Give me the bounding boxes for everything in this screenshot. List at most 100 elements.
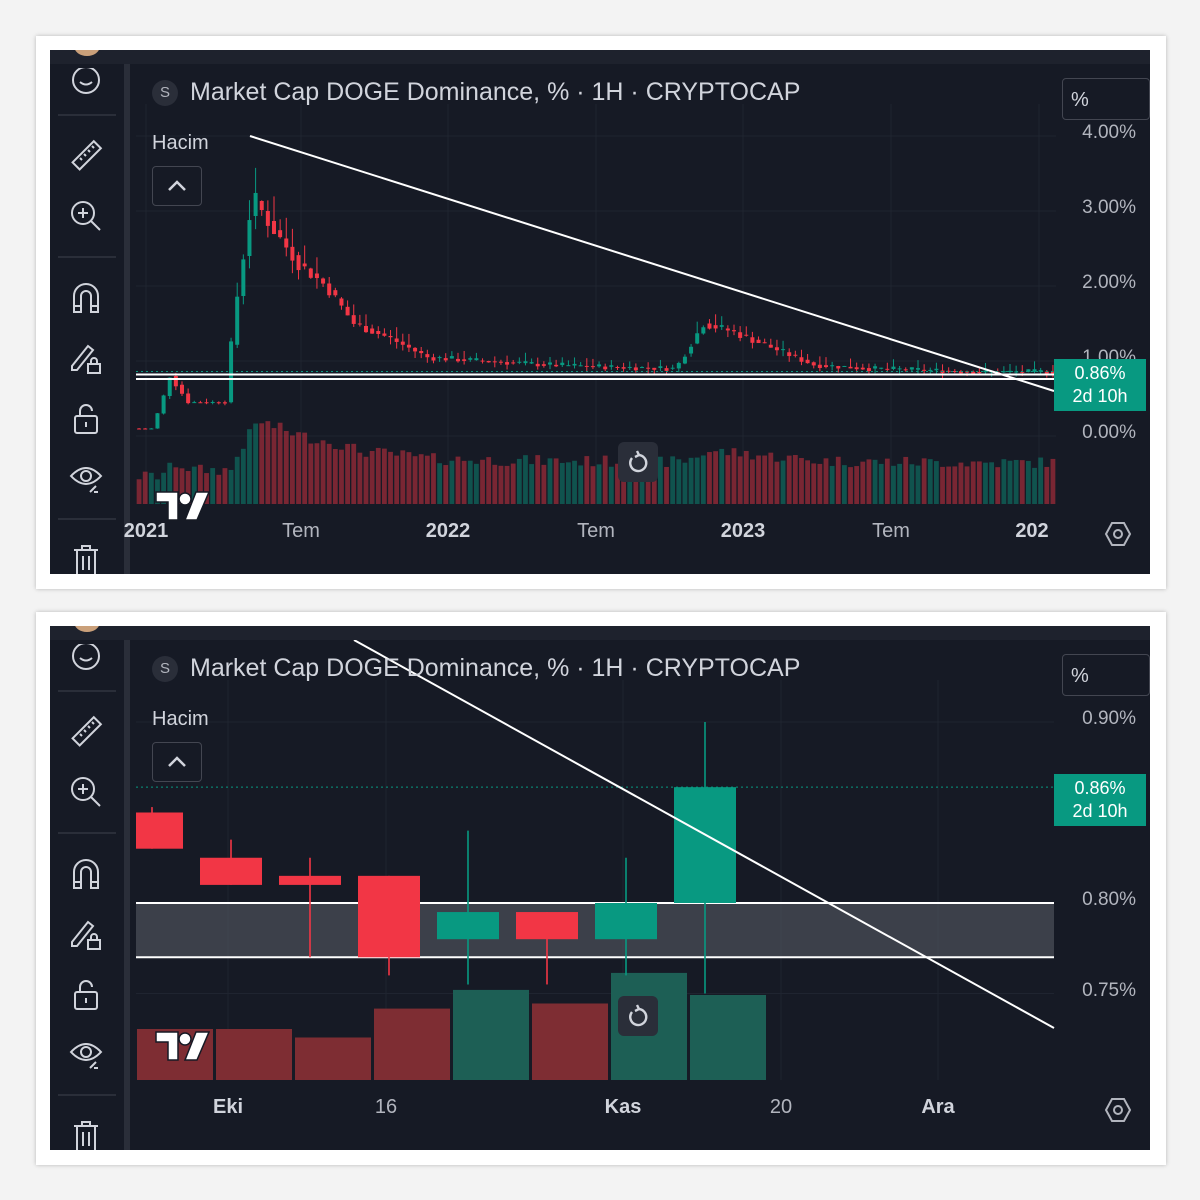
volume-bar [566,462,571,504]
trash-icon[interactable] [64,538,108,574]
reset-icon [629,1004,648,1027]
candle-body [259,201,264,211]
volume-bar [320,440,326,504]
volume-bar [308,443,314,504]
volume-bar [1032,467,1037,504]
magnet-icon[interactable] [64,276,108,320]
volume-bar [406,452,412,504]
volume-bar [602,455,608,504]
chart-plot-2[interactable] [136,640,1150,1150]
eye-icon[interactable] [64,456,108,500]
candle-body [848,366,853,369]
candle-body [437,912,499,940]
candle-body [952,371,957,372]
candle-body [529,362,534,364]
volume-bar [418,454,424,504]
volume-bar [265,421,271,504]
unlock-icon[interactable] [64,972,108,1016]
volume-bar [277,422,283,504]
volume-bar [492,464,498,504]
candle-body [486,361,491,363]
candle-body [603,366,608,370]
candle-body [290,246,295,261]
eye-icon[interactable] [64,1032,108,1076]
candle-body [339,298,344,306]
candle-body [554,364,559,367]
drawing-toolbar [50,64,130,574]
candle-body [400,341,405,345]
volume-bar [976,461,982,504]
volume-bar [216,1029,292,1080]
volume-bar [504,465,510,504]
zoom-in-icon[interactable] [64,770,108,814]
volume-bar [142,471,148,504]
magnet-icon[interactable] [64,852,108,896]
current-price-badge: 0.86% 2d 10h [1054,359,1146,411]
volume-bar [884,458,890,504]
collapse-button[interactable] [152,742,202,782]
volume-bar [927,459,933,504]
candle-body [516,912,578,940]
unlock-icon[interactable] [64,396,108,440]
volume-bar [388,451,393,504]
volume-bar [474,463,479,504]
candle-body [222,402,227,404]
avatar[interactable] [74,50,100,56]
collapse-button[interactable] [152,166,202,206]
volume-bar [627,466,633,504]
volume-bar [486,457,492,504]
percent-scale-button[interactable]: % [1062,654,1150,696]
candle-body [247,220,252,256]
candle-body [345,306,350,316]
volume-bar [559,462,565,504]
volume-bar [633,467,639,504]
candle-body [793,354,798,356]
ruler-icon[interactable] [64,134,108,178]
reset-chart-button[interactable] [618,442,658,482]
volume-bar [161,472,166,504]
lock-drawing-icon[interactable] [64,336,108,380]
volume-bar [191,466,197,504]
candle-body [768,344,773,348]
face-icon[interactable] [64,64,108,108]
candle-body [977,372,982,374]
zoom-in-icon[interactable] [64,194,108,238]
settings-gear-icon[interactable] [1104,1096,1132,1124]
volume-bar [382,448,387,504]
candle-body [137,428,142,430]
x-axis-label: 16 [374,1096,398,1118]
lock-drawing-icon[interactable] [64,912,108,956]
face-icon[interactable] [64,640,108,684]
percent-scale-button[interactable]: % [1062,78,1150,120]
trash-icon[interactable] [64,1114,108,1150]
avatar[interactable] [74,626,100,632]
chart-plot-1[interactable] [136,64,1150,574]
volume-bar [792,455,798,504]
volume-bar [532,1003,608,1080]
chart-title[interactable]: S Market Cap DOGE Dominance, % · 1H · CR… [152,654,800,683]
candle-body [216,402,221,404]
candle-body [468,358,473,360]
volume-bar [449,460,455,504]
candle-body [382,333,387,336]
reset-chart-button[interactable] [618,996,658,1036]
candle-body [192,402,197,404]
candle-body [572,363,577,366]
candle-body [370,328,375,334]
candle-body [136,812,183,849]
price-chart-2[interactable]: S Market Cap DOGE Dominance, % · 1H · CR… [136,640,1150,1150]
price-chart-1[interactable]: S Market Cap DOGE Dominance, % · 1H · CR… [124,64,1150,574]
x-axis-label: Kas [604,1096,642,1118]
candle-body [916,368,920,370]
candle-body [903,369,908,371]
volume-bar [903,456,909,504]
volume-bar [148,472,154,504]
candle-body [744,334,749,336]
volume-bar [921,458,927,504]
candle-body [492,361,497,363]
settings-gear-icon[interactable] [1104,520,1132,548]
volume-bar [1013,459,1019,504]
ruler-icon[interactable] [64,710,108,754]
chart-title[interactable]: S Market Cap DOGE Dominance, % · 1H · CR… [152,78,800,107]
volume-bar [1019,460,1025,504]
